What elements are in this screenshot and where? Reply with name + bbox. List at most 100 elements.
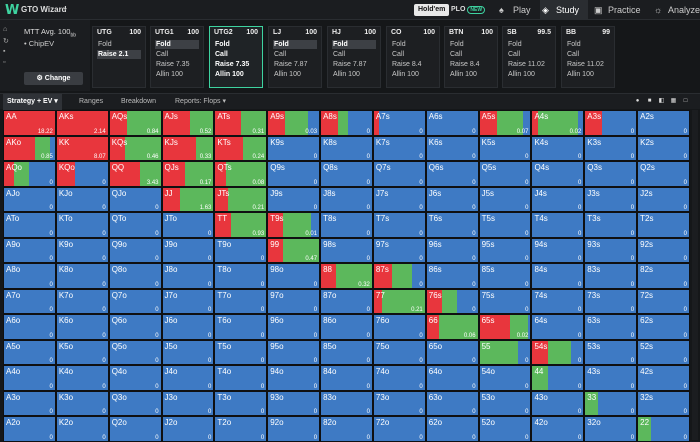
hand-cell[interactable]: T4s 0: [531, 212, 585, 238]
hand-cell[interactable]: 75s 0: [478, 288, 532, 315]
action-fold[interactable]: Fold: [155, 40, 199, 49]
hand-cell[interactable]: T5o 0: [214, 339, 268, 366]
position-btn[interactable]: BTN 100 Fold Call Raise 8.4 Allin 100: [444, 26, 498, 88]
hand-cell[interactable]: K2s 0: [637, 135, 690, 162]
hand-cell[interactable]: J6s 0: [425, 186, 479, 213]
hand-cell[interactable]: 72o 0: [372, 416, 426, 442]
hand-cell[interactable]: 76s 0: [425, 288, 479, 315]
hand-cell[interactable]: A3o 0: [3, 390, 56, 417]
view-grid-icon[interactable]: ▦: [670, 98, 677, 104]
hand-cell[interactable]: T8s 0: [320, 212, 373, 238]
hand-cell[interactable]: 65s 0.02: [478, 314, 532, 340]
hand-cell[interactable]: J5o 0: [161, 339, 215, 366]
hand-cell[interactable]: T4o 0: [214, 365, 268, 391]
hand-cell[interactable]: 77 0.21: [372, 288, 426, 315]
hand-cell[interactable]: 32s 0: [637, 390, 690, 417]
hand-cell[interactable]: 74s 0: [531, 288, 585, 315]
hand-cell[interactable]: 73o 0: [372, 390, 426, 417]
hand-cell[interactable]: JJ 1.63: [161, 186, 215, 213]
hand-cell[interactable]: 54o 0: [478, 365, 532, 391]
view-split-icon[interactable]: ◧: [658, 98, 665, 104]
game-holdem-button[interactable]: Hold'em: [414, 4, 450, 16]
hand-cell[interactable]: J4o 0: [161, 365, 215, 391]
action-fold[interactable]: Fold: [392, 41, 406, 48]
hand-cell[interactable]: T3s 0: [584, 212, 638, 238]
hand-cell[interactable]: 84o 0: [320, 365, 373, 391]
hand-cell[interactable]: 88 0.32: [320, 263, 373, 289]
hand-cell[interactable]: 42s 0: [637, 365, 690, 391]
hand-cell[interactable]: AA 18.22: [3, 110, 56, 136]
hand-cell[interactable]: AQo 0: [3, 161, 56, 187]
hand-cell[interactable]: A9o 0: [3, 237, 56, 264]
hand-cell[interactable]: Q6s 0: [425, 161, 479, 187]
action-call[interactable]: Call: [215, 51, 228, 58]
hand-cell[interactable]: A5s 0.07: [478, 110, 532, 136]
hand-cell[interactable]: J3o 0: [161, 390, 215, 417]
hand-cell[interactable]: Q2o 0: [108, 416, 162, 442]
hand-cell[interactable]: 97s 0: [372, 237, 426, 264]
position-utg[interactable]: UTG 100 Fold Raise 2.1: [92, 26, 146, 88]
action-call[interactable]: Call: [333, 51, 346, 58]
action-fold[interactable]: Fold: [450, 41, 464, 48]
action-fold[interactable]: Fold: [215, 41, 230, 48]
position-sb[interactable]: SB 99.5 Fold Call Raise 11.02 Allin 100: [502, 26, 556, 88]
hand-cell[interactable]: TT 0.93: [214, 212, 268, 238]
hand-cell[interactable]: T3o 0: [214, 390, 268, 417]
hand-cell[interactable]: 82o 0: [320, 416, 373, 442]
action-call[interactable]: Call: [156, 51, 169, 58]
hand-cell[interactable]: AJo 0: [3, 186, 56, 213]
action-fold[interactable]: Fold: [567, 41, 581, 48]
action-allin[interactable]: Allin 100: [156, 71, 183, 78]
hand-cell[interactable]: K6s 0: [425, 135, 479, 162]
action-raise[interactable]: Raise 11.02: [567, 61, 604, 68]
hand-cell[interactable]: 97o 0: [267, 288, 321, 315]
hand-cell[interactable]: J3s 0: [584, 186, 638, 213]
hand-cell[interactable]: 92o 0: [267, 416, 321, 442]
action-raise[interactable]: Raise 8.4: [450, 61, 480, 68]
hand-cell[interactable]: 52o 0: [478, 416, 532, 442]
hand-cell[interactable]: K4o 0: [55, 365, 109, 391]
hand-cell[interactable]: 43s 0: [584, 365, 638, 391]
hand-cell[interactable]: A4o 0: [3, 365, 56, 391]
hand-cell[interactable]: K3s 0: [584, 135, 638, 162]
scrollbar[interactable]: [692, 110, 698, 440]
action-raise[interactable]: Raise 7.87: [274, 61, 308, 68]
nav-analyze[interactable]: ☼ Analyze: [652, 0, 700, 20]
hand-cell[interactable]: J4s 0: [531, 186, 585, 213]
hand-cell[interactable]: K5s 0: [478, 135, 532, 162]
hand-cell[interactable]: 83o 0: [320, 390, 373, 417]
hand-cell[interactable]: 75o 0: [372, 339, 426, 366]
hand-cell[interactable]: K9o 0: [55, 237, 109, 264]
hand-cell[interactable]: T2s 0: [637, 212, 690, 238]
hand-cell[interactable]: Q5s 0: [478, 161, 532, 187]
hand-cell[interactable]: Q3o 0: [108, 390, 162, 417]
hand-cell[interactable]: KK 8.07: [55, 135, 109, 162]
hand-cell[interactable]: 94o 0: [267, 365, 321, 391]
tab-strategy-ev[interactable]: Strategy + EV ▾: [3, 94, 62, 110]
hand-cell[interactable]: 66 0.06: [425, 314, 479, 340]
action-fold[interactable]: Fold: [273, 40, 317, 49]
action-fold[interactable]: Fold: [98, 41, 112, 48]
hand-cell[interactable]: KJo 0: [55, 186, 109, 213]
hand-cell[interactable]: A4s 0.02: [531, 110, 585, 136]
hand-cell[interactable]: Q8o 0: [108, 263, 162, 289]
action-allin[interactable]: Allin 100: [392, 71, 419, 78]
hand-cell[interactable]: T8o 0: [214, 263, 268, 289]
hand-cell[interactable]: 95s 0: [478, 237, 532, 264]
action-allin[interactable]: Allin 100: [215, 71, 244, 78]
action-call[interactable]: Call: [508, 51, 521, 58]
hand-cell[interactable]: AKs 2.14: [55, 110, 109, 136]
hand-cell[interactable]: 82s 0: [637, 263, 690, 289]
hand-cell[interactable]: AJs 0.52: [161, 110, 215, 136]
nav-practice[interactable]: ▣ Practice: [592, 0, 644, 20]
hand-cell[interactable]: QQ 3.43: [108, 161, 162, 187]
brand-name[interactable]: GTO Wizard: [21, 5, 67, 14]
hand-cell[interactable]: 86s 0: [425, 263, 479, 289]
action-allin[interactable]: Allin 100: [567, 71, 594, 78]
hand-cell[interactable]: 96o 0: [267, 314, 321, 340]
hand-cell[interactable]: 98o 0: [267, 263, 321, 289]
hand-cell[interactable]: T6s 0: [425, 212, 479, 238]
hand-cell[interactable]: KQs 0.46: [108, 135, 162, 162]
hand-cell[interactable]: J9s 0: [267, 186, 321, 213]
hand-cell[interactable]: Q3s 0: [584, 161, 638, 187]
